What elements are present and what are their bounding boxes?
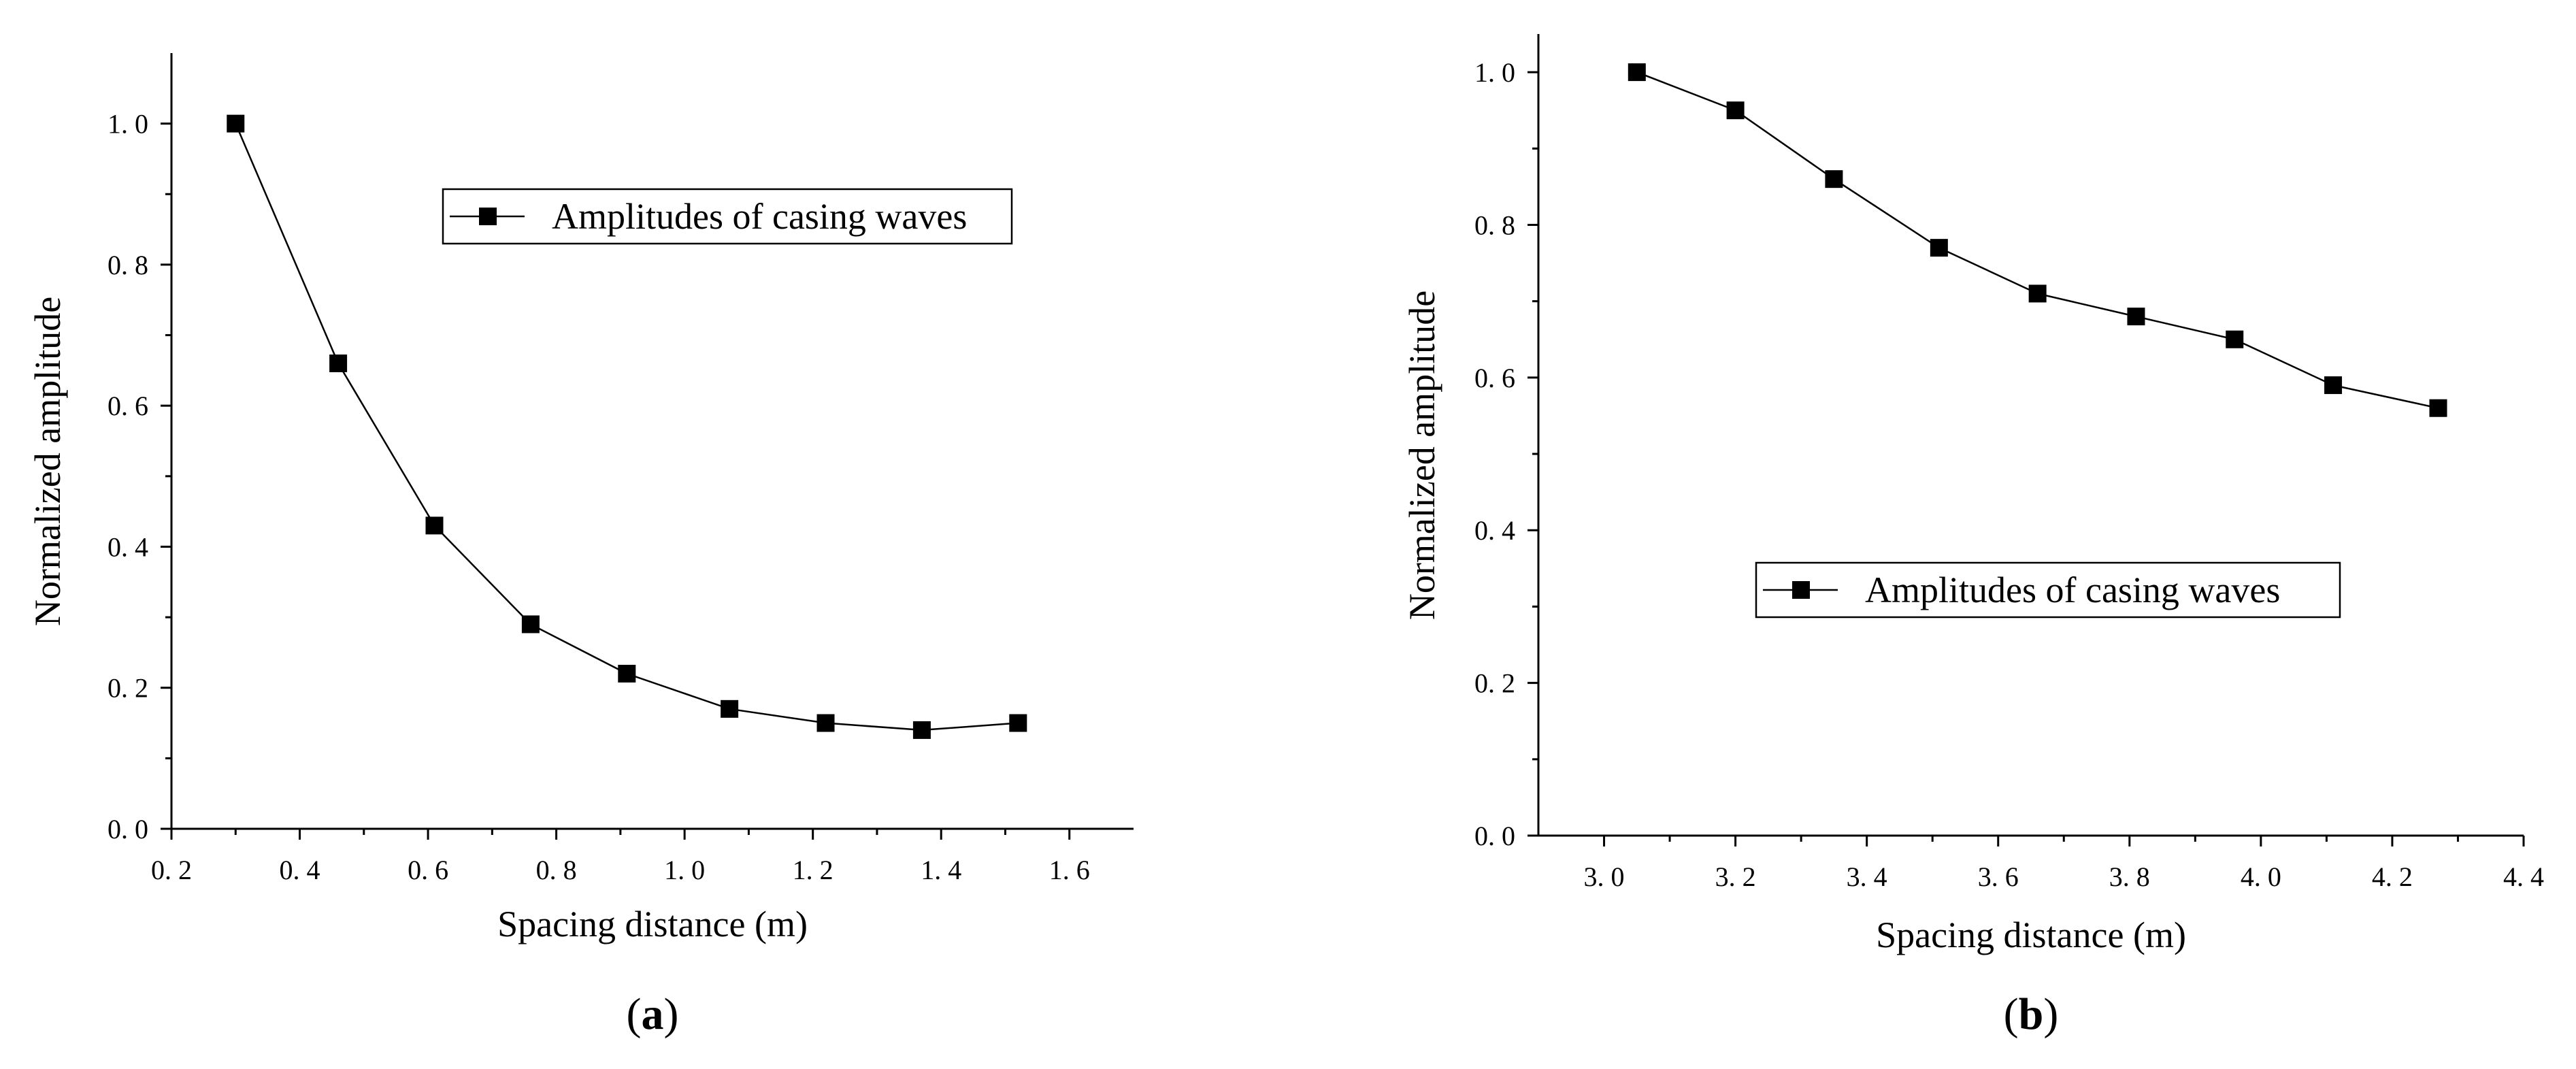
data-point-marker [912,721,931,739]
x-tick-label: 3. 4 [1847,861,1887,892]
x-tick-label: 3. 8 [2109,861,2150,892]
x-tick-label: 4. 2 [2372,861,2413,892]
y-tick-label: 0. 2 [108,673,148,704]
series-line [1636,71,2439,409]
y-tick-label: 0. 0 [1474,821,1515,851]
panel-label-close: ) [2043,989,2058,1039]
x-tick-label: 4. 0 [2241,861,2281,892]
y-tick-label: 0. 6 [1474,363,1515,393]
data-point-marker [1825,170,1843,188]
panel-label: (b) [2004,989,2059,1039]
chart-b: 3. 0 3. 2 3. 4 3. 6 3. 8 4. 0 4. 2 4. 4 0. 0 0. 2… [1402,34,2544,1039]
y-tick-label: 0. 6 [108,391,148,421]
data-point-marker [2028,284,2047,303]
data-point-marker [425,516,444,535]
data-point-marker [618,665,636,682]
panel-label-open: ( [2004,989,2019,1039]
x-tick-label: 1. 4 [921,855,961,885]
x-tick-label: 3. 6 [1978,861,2019,892]
x-tick-label: 4. 4 [2503,861,2544,892]
y-tick-label: 0. 2 [1474,668,1515,699]
x-tick-label: 0. 2 [151,855,192,885]
data-point-marker [1726,101,1745,120]
data-point-marker [1628,63,1646,82]
data-point-marker [227,114,245,133]
legend-box [442,188,1013,245]
x-tick-label: 1. 0 [664,855,705,885]
x-tick-label: 1. 2 [793,855,833,885]
data-point-marker [2429,399,2447,417]
legend-box [1755,561,2341,619]
x-tick-label: 0. 4 [280,855,320,885]
x-axis-label: Spacing distance (m) [497,904,808,944]
legend-marker-sample [1792,581,1810,599]
data-point-marker [329,355,348,372]
x-axis-label: Spacing distance (m) [1876,915,2186,955]
x-tick-label: 1. 6 [1049,855,1090,885]
y-tick-label: 0. 4 [1474,515,1515,546]
y-tick-label: 0. 0 [108,814,148,844]
data-point-marker [521,615,540,634]
legend-marker-sample [479,208,497,225]
legend-label: Amplitudes of casing waves [552,196,967,237]
x-tick-label: 3. 0 [1584,861,1625,892]
y-axis-label: Normalized amplitude [27,297,68,626]
panel-label-letter: b [2019,989,2044,1039]
y-tick-label: 1. 0 [108,109,148,139]
panel-label-open: ( [627,989,642,1039]
x-tick-label: 0. 8 [536,855,577,885]
x-tick-label: 0. 6 [408,855,448,885]
y-tick-label: 0. 8 [1474,210,1515,240]
y-tick-label: 0. 8 [108,250,148,280]
data-point-marker [721,700,739,718]
y-axis-label: Normalized amplitude [1402,291,1442,620]
data-point-marker [2127,308,2145,326]
data-point-marker [1009,714,1027,732]
panel-label-close: ) [664,989,679,1039]
data-point-marker [2226,330,2244,348]
x-tick-label: 3. 2 [1715,861,1756,892]
y-tick-label: 0. 4 [108,531,148,562]
y-tick-label: 1. 0 [1474,57,1515,88]
data-point-marker [2324,376,2343,395]
data-point-marker [816,714,835,732]
panel-label: (a) [627,989,679,1039]
legend-label: Amplitudes of casing waves [1865,570,2280,610]
data-point-marker [1930,239,1948,257]
panel-label-letter: a [642,989,664,1039]
chart-a: 0. 2 0. 4 0. 6 0. 8 1. 0 1. 2 1. 4 1. 60. 00. 2… [27,53,1134,1039]
